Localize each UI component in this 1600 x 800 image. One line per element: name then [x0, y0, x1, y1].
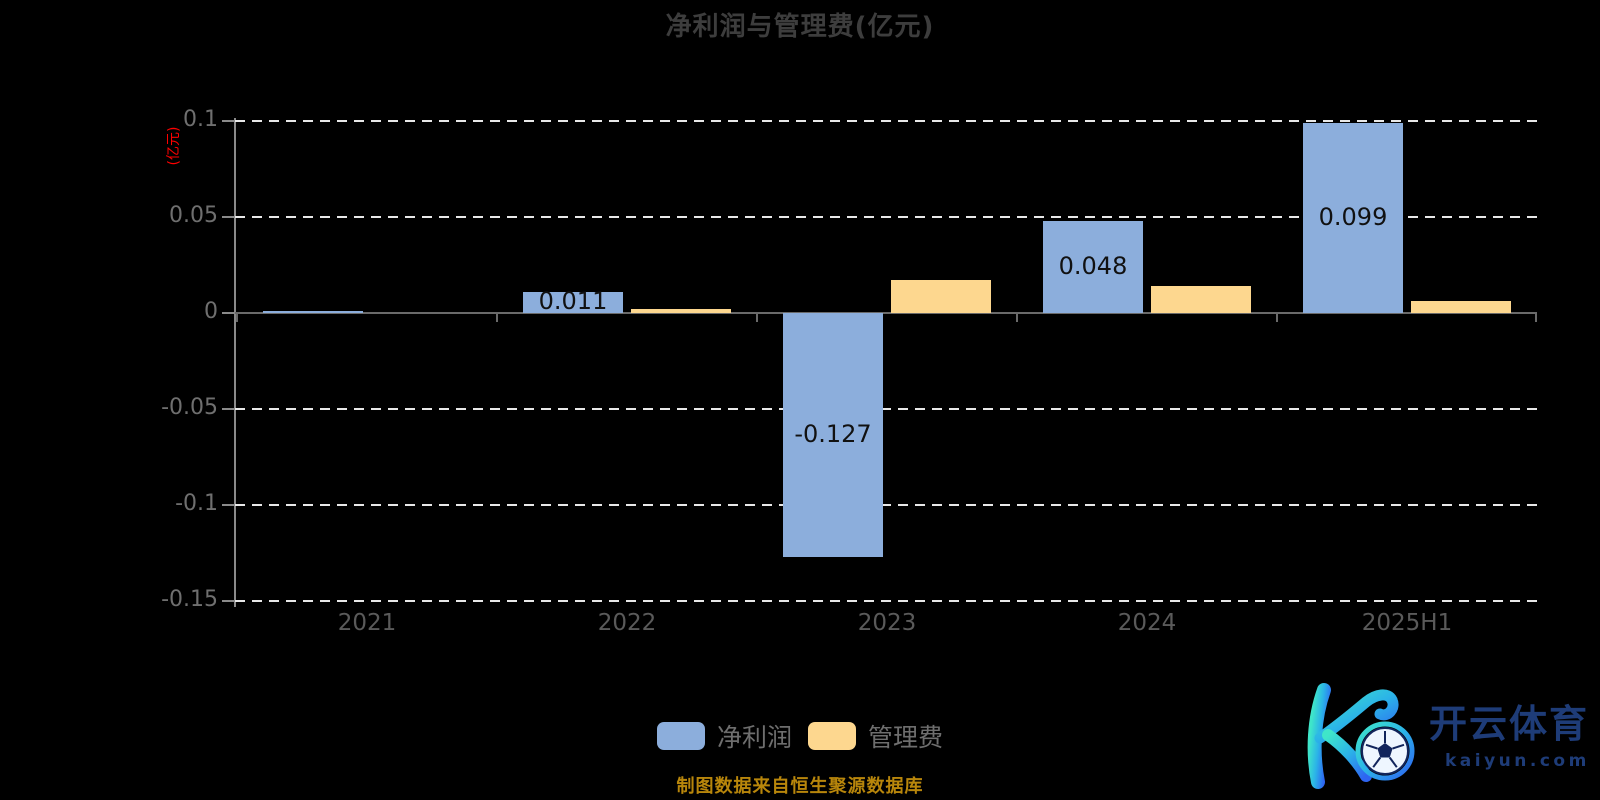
x-axis-label: 2023 [857, 610, 917, 636]
y-axis-tick [222, 504, 235, 506]
bar-管理费-2025H1 [1411, 301, 1511, 313]
y-axis-tick-label: -0.05 [161, 395, 218, 420]
gridline [235, 216, 1537, 218]
bar-value-label: 0.099 [1318, 202, 1388, 231]
bar-value-label: 0.011 [538, 287, 608, 316]
bar-净利润-2023 [783, 313, 883, 557]
y-axis-tick [222, 216, 235, 218]
gridline [235, 120, 1537, 122]
x-axis-tick [236, 313, 238, 322]
y-axis-tick-label: -0.1 [175, 491, 218, 516]
legend-swatch [808, 722, 856, 750]
y-axis-tick [222, 408, 235, 410]
kaiyun-logo-emblem [1307, 683, 1415, 789]
legend-swatch [656, 722, 705, 750]
legend: 净利润 管理费 [0, 718, 1600, 754]
x-axis-tick [1276, 313, 1278, 322]
legend-label: 管理费 [868, 723, 944, 752]
bar-value-label: 0.048 [1058, 251, 1128, 280]
bar-管理费-2024 [1151, 286, 1251, 313]
gridline [235, 408, 1537, 410]
legend-label: 净利润 [716, 723, 792, 752]
y-axis-line [234, 118, 236, 607]
bar-净利润-2022 [523, 291, 623, 313]
x-axis-label: 2025H1 [1361, 610, 1453, 636]
x-axis-tick [1016, 313, 1018, 322]
bar-净利润-2025H1 [1303, 122, 1403, 313]
kaiyun-logo[interactable]: 开云体育 kaiyun.com [1288, 680, 1590, 792]
bar-管理费-2023 [891, 280, 991, 313]
soccer-ball-icon [1355, 721, 1415, 781]
gridline [235, 504, 1537, 506]
x-axis-line [235, 312, 1537, 314]
chart-title: 净利润与管理费(亿元) [665, 12, 935, 42]
bar-管理费-2022 [631, 309, 731, 313]
x-axis-tick [496, 313, 498, 322]
logo-domain-text: kaiyun.com [1445, 750, 1590, 771]
x-axis-label: 2022 [597, 610, 657, 636]
logo-cn-text: 开云体育 [1429, 702, 1590, 746]
y-axis-tick-label: 0.1 [183, 107, 218, 132]
bar-净利润-2024 [1043, 220, 1143, 313]
y-axis-tick [222, 312, 235, 314]
bar-value-label: -0.127 [794, 419, 872, 448]
y-axis-tick [222, 120, 235, 122]
x-axis-tick [1535, 313, 1537, 322]
data-source-note: 制图数据来自恒生聚源数据库 [676, 776, 924, 797]
y-axis-tick-label: -0.15 [161, 587, 218, 612]
x-axis-tick [756, 313, 758, 322]
x-axis-label: 2021 [337, 610, 397, 636]
y-axis-tick [222, 600, 235, 602]
kaiyun-logo-text: 开云体育 kaiyun.com [1429, 680, 1590, 771]
legend-item-净利润[interactable]: 净利润 [656, 718, 792, 754]
legend-item-管理费[interactable]: 管理费 [808, 718, 943, 754]
bar-净利润-2021 [263, 311, 363, 313]
y-axis-tick-label: 0 [204, 299, 218, 324]
y-axis-tick-label: 0.05 [169, 203, 218, 228]
gridline [235, 600, 1537, 602]
x-axis-label: 2024 [1117, 610, 1177, 636]
stylized-k-icon [1307, 683, 1399, 789]
